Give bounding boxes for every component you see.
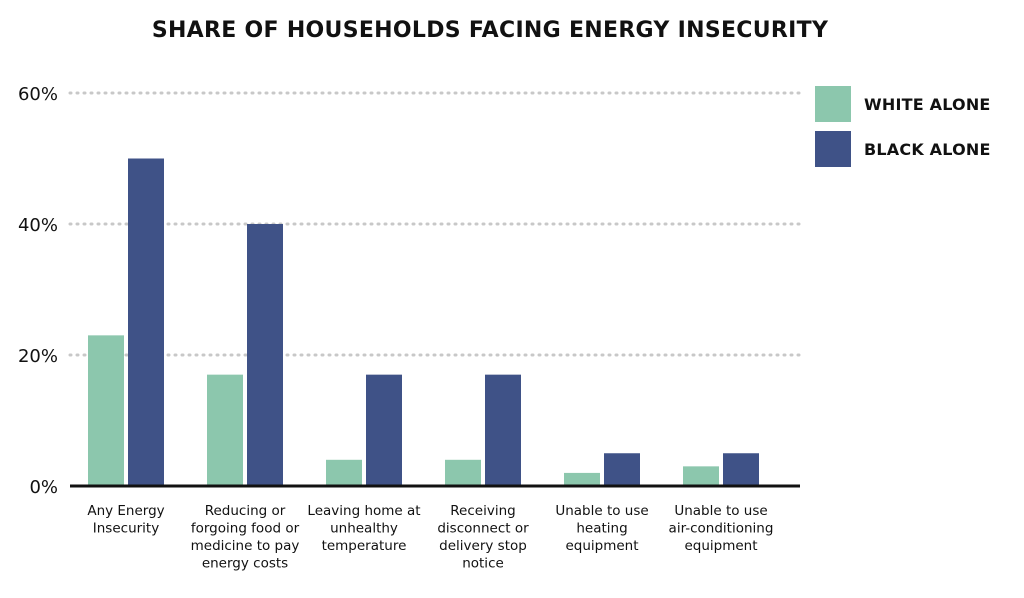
- y-tick-label: 60%: [18, 84, 58, 105]
- x-tick-label: Receiving disconnect or delivery stop notic…: [437, 503, 529, 572]
- bar-black-alone: [366, 374, 402, 486]
- x-tick-label: Unable to use heating equipment: [555, 503, 648, 554]
- x-tick-label: Reducing or forgoing food or medicine to p…: [191, 503, 300, 572]
- y-tick-label: 20%: [18, 346, 58, 367]
- bar-black-alone: [247, 224, 283, 486]
- legend-swatch-white-alone: [815, 86, 851, 122]
- bar-black-alone: [723, 453, 759, 486]
- legend: WHITE ALONE BLACK ALONE: [815, 86, 991, 176]
- x-tick-label: Leaving home at unhealthy temperature: [307, 503, 420, 554]
- legend-label-black-alone: BLACK ALONE: [864, 139, 991, 159]
- legend-item-black-alone: BLACK ALONE: [815, 131, 991, 167]
- bar-black-alone: [485, 374, 521, 486]
- chart-title: SHARE OF HOUSEHOLDS FACING ENERGY INSECU…: [151, 18, 829, 43]
- x-tick-label: Any Energy Insecurity: [87, 503, 164, 537]
- bar-black-alone: [604, 453, 640, 486]
- legend-swatch-black-alone: [815, 131, 851, 167]
- bar-white-alone: [207, 374, 243, 486]
- y-tick-label: 0%: [29, 477, 58, 498]
- legend-label-white-alone: WHITE ALONE: [864, 94, 991, 114]
- bar-white-alone: [683, 466, 719, 486]
- bar-white-alone: [88, 335, 124, 486]
- legend-item-white-alone: WHITE ALONE: [815, 86, 991, 122]
- y-tick-label: 40%: [18, 215, 58, 236]
- x-tick-label: Unable to use air-conditioning equipment: [669, 503, 774, 554]
- bar-white-alone: [564, 472, 600, 486]
- bar-white-alone: [445, 459, 481, 486]
- bar-white-alone: [326, 459, 362, 486]
- bar-black-alone: [128, 158, 164, 486]
